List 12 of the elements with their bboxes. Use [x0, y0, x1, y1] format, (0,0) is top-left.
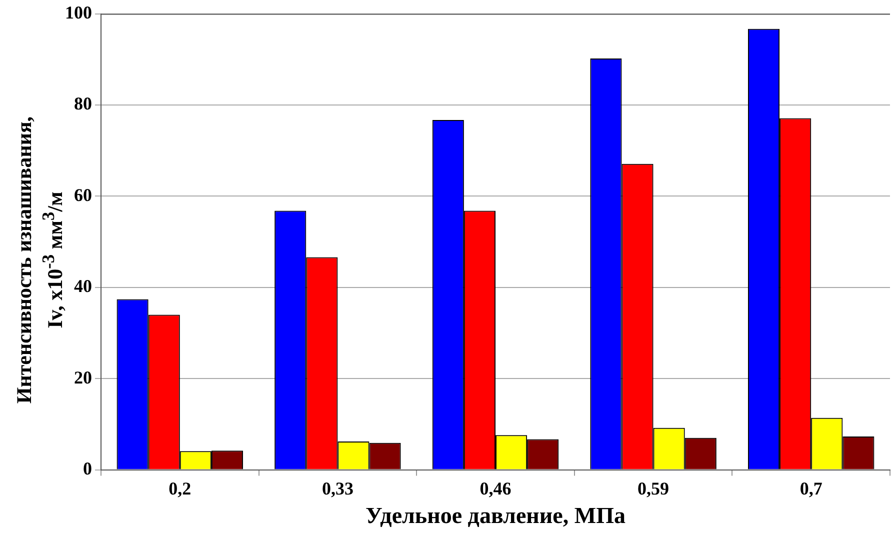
x-axis-title: Удельное давление, МПа	[366, 503, 626, 528]
x-tick-label: 0,46	[480, 478, 512, 498]
y-tick-label: 0	[83, 458, 92, 478]
y-tick-label: 60	[74, 184, 92, 205]
x-tick-label: 0,59	[638, 478, 670, 498]
y-tick-label: 100	[65, 2, 92, 22]
x-tick-label: 0,33	[322, 478, 354, 498]
x-tick-label: 0,2	[168, 478, 192, 498]
y-tick-label: 80	[74, 94, 92, 114]
x-tick-label: 0,7	[800, 478, 822, 498]
y-tick-label: 20	[74, 367, 92, 388]
y-tick-label: 40	[74, 276, 92, 296]
